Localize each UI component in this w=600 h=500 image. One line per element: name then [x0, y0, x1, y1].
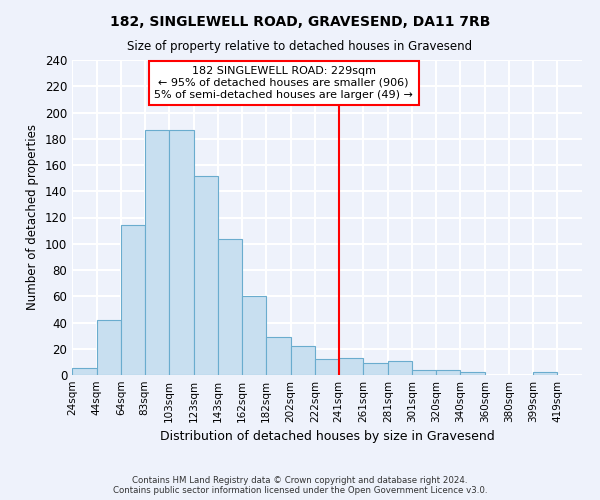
Bar: [533, 372, 557, 375]
X-axis label: Distribution of detached houses by size in Gravesend: Distribution of detached houses by size …: [160, 430, 494, 444]
Bar: [194, 176, 218, 375]
Text: 182, SINGLEWELL ROAD, GRAVESEND, DA11 7RB: 182, SINGLEWELL ROAD, GRAVESEND, DA11 7R…: [110, 15, 490, 29]
Bar: [218, 238, 242, 375]
Bar: [412, 370, 436, 375]
Bar: [97, 320, 121, 375]
Bar: [363, 363, 388, 375]
Bar: [169, 130, 194, 375]
Bar: [145, 130, 169, 375]
Text: Size of property relative to detached houses in Gravesend: Size of property relative to detached ho…: [127, 40, 473, 53]
Bar: [338, 358, 363, 375]
Bar: [266, 337, 291, 375]
Bar: [436, 370, 460, 375]
Bar: [460, 372, 485, 375]
Bar: [72, 368, 97, 375]
Bar: [291, 346, 316, 375]
Bar: [388, 360, 412, 375]
Text: Contains HM Land Registry data © Crown copyright and database right 2024.
Contai: Contains HM Land Registry data © Crown c…: [113, 476, 487, 495]
Y-axis label: Number of detached properties: Number of detached properties: [26, 124, 39, 310]
Text: 182 SINGLEWELL ROAD: 229sqm
← 95% of detached houses are smaller (906)
5% of sem: 182 SINGLEWELL ROAD: 229sqm ← 95% of det…: [154, 66, 413, 100]
Bar: [316, 359, 338, 375]
Bar: [121, 226, 145, 375]
Bar: [242, 296, 266, 375]
